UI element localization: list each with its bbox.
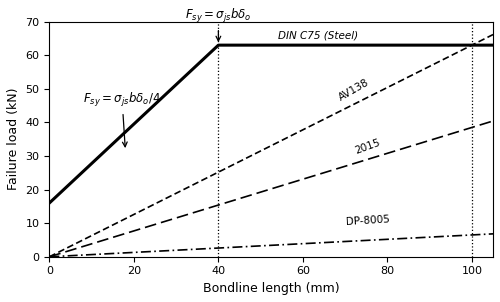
Text: $F_{sy}=\sigma_{js}b\delta_o/4$: $F_{sy}=\sigma_{js}b\delta_o/4$ (83, 91, 161, 147)
X-axis label: Bondline length (mm): Bondline length (mm) (203, 282, 340, 295)
Text: AV138: AV138 (336, 77, 370, 102)
Y-axis label: Failure load (kN): Failure load (kN) (7, 88, 20, 191)
Text: DIN C75 (Steel): DIN C75 (Steel) (278, 30, 357, 40)
Text: 2015: 2015 (354, 138, 382, 156)
Text: DP-8005: DP-8005 (345, 214, 390, 226)
Text: $F_{sy}=\sigma_{js}b\delta_o$: $F_{sy}=\sigma_{js}b\delta_o$ (185, 7, 252, 41)
